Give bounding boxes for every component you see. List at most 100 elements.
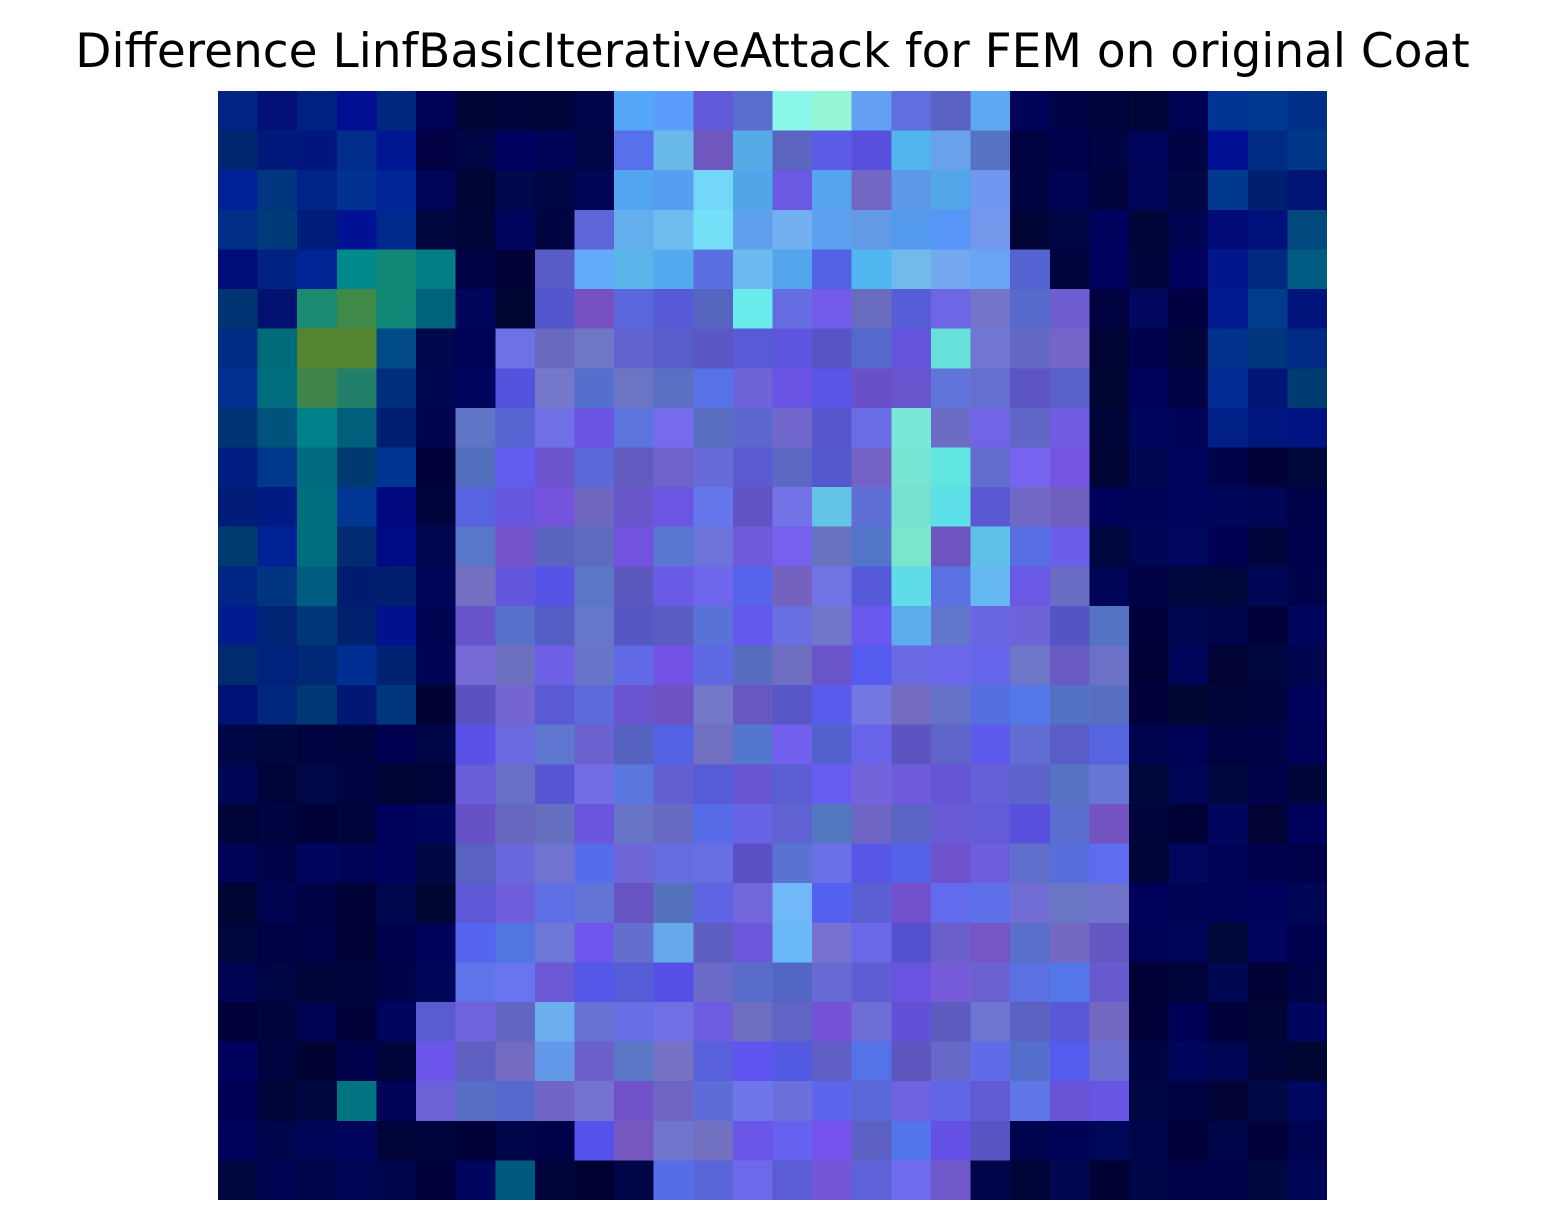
heatmap-pixel [851,487,893,528]
heatmap-pixel [574,1041,615,1082]
heatmap-pixel [1208,447,1249,488]
heatmap-pixel [1049,526,1091,568]
heatmap-pixel [614,605,655,647]
heatmap-pixel [376,1081,417,1122]
heatmap-pixel [297,843,338,884]
heatmap-pixel [1089,1041,1130,1082]
heatmap-pixel [376,130,417,172]
heatmap-pixel [455,249,497,290]
heatmap-pixel [574,407,615,449]
heatmap-pixel [1010,803,1051,845]
heatmap-pixel [455,130,497,172]
heatmap-pixel [297,130,338,172]
heatmap-pixel [574,328,615,370]
heatmap-pixel [574,764,615,805]
heatmap-pixel [1128,447,1170,488]
heatmap-pixel [1049,764,1091,805]
heatmap-pixel [693,130,734,172]
heatmap-pixel [1208,407,1249,449]
heatmap-pixel [693,843,734,884]
heatmap-pixel [1247,447,1289,488]
heatmap-pixel [1010,289,1051,330]
heatmap-pixel [534,289,576,330]
heatmap-pixel [1089,289,1130,330]
heatmap-pixel [1168,962,1209,1003]
heatmap-pixel [930,289,972,330]
heatmap-pixel [732,803,774,845]
heatmap-pixel [455,328,497,370]
heatmap-pixel [297,170,338,211]
heatmap-pixel [1089,130,1130,172]
heatmap-pixel [1168,883,1209,924]
heatmap-pixel [1208,209,1249,251]
heatmap-pixel [1010,883,1051,924]
heatmap-pixel [1247,1041,1289,1082]
heatmap-pixel [336,1081,378,1122]
heatmap-pixel [851,91,893,132]
heatmap-pixel [732,922,774,964]
heatmap-pixel [772,962,813,1003]
heatmap-pixel [416,883,457,924]
heatmap-pixel [1287,289,1327,330]
heatmap-pixel [1247,91,1289,132]
heatmap-pixel [257,724,299,766]
heatmap-pixel [534,962,576,1003]
heatmap-pixel [1089,209,1130,251]
heatmap-pixel [653,91,695,132]
heatmap-pixel [1247,328,1289,370]
heatmap-pixel [257,1041,299,1082]
heatmap-pixel [376,289,417,330]
heatmap-pixel [851,249,893,290]
heatmap-pixel [693,685,734,726]
heatmap-pixel [257,645,299,686]
heatmap-pixel [1128,803,1170,845]
heatmap-pixel [1010,487,1051,528]
heatmap-pixel [693,447,734,488]
heatmap-pixel [574,487,615,528]
heatmap-pixel [1049,962,1091,1003]
heatmap-pixel [732,962,774,1003]
heatmap-pixel [1010,962,1051,1003]
heatmap-pixel [1089,883,1130,924]
heatmap-pixel [1208,922,1249,964]
heatmap-pixel [336,962,378,1003]
heatmap-pixel [772,487,813,528]
heatmap-pixel [1128,1001,1170,1043]
heatmap-pixel [930,566,972,607]
heatmap-pixel [574,1160,615,1200]
heatmap-pixel [1128,170,1170,211]
heatmap-pixel [1287,724,1327,766]
heatmap-pixel [297,803,338,845]
heatmap-pixel [376,1001,417,1043]
heatmap-pixel [336,922,378,964]
heatmap-pixel [614,407,655,449]
heatmap-pixel [1168,724,1209,766]
heatmap-pixel [970,447,1011,488]
heatmap-pixel [1247,249,1289,290]
heatmap-pixel [772,91,813,132]
heatmap-pixel [851,328,893,370]
heatmap-pixel [336,645,378,686]
heatmap-pixel [1010,1081,1051,1122]
heatmap-pixel [416,685,457,726]
heatmap-pixel [455,1081,497,1122]
heatmap-pixel [1208,289,1249,330]
heatmap-pixel [297,1081,338,1122]
heatmap-pixel [1208,1160,1249,1200]
heatmap-pixel [455,1001,497,1043]
heatmap-pixel [455,962,497,1003]
heatmap-pixel [336,209,378,251]
heatmap-pixel [812,1001,853,1043]
heatmap-pixel [1247,130,1289,172]
heatmap-pixel [297,566,338,607]
heatmap-pixel [1128,328,1170,370]
heatmap-pixel [930,685,972,726]
heatmap-pixel [1010,130,1051,172]
heatmap-pixel [653,803,695,845]
heatmap-pixel [534,368,576,409]
heatmap-pixel [376,566,417,607]
heatmap-pixel [812,209,853,251]
heatmap-pixel [772,645,813,686]
heatmap-pixel [614,328,655,370]
heatmap-pixel [693,487,734,528]
